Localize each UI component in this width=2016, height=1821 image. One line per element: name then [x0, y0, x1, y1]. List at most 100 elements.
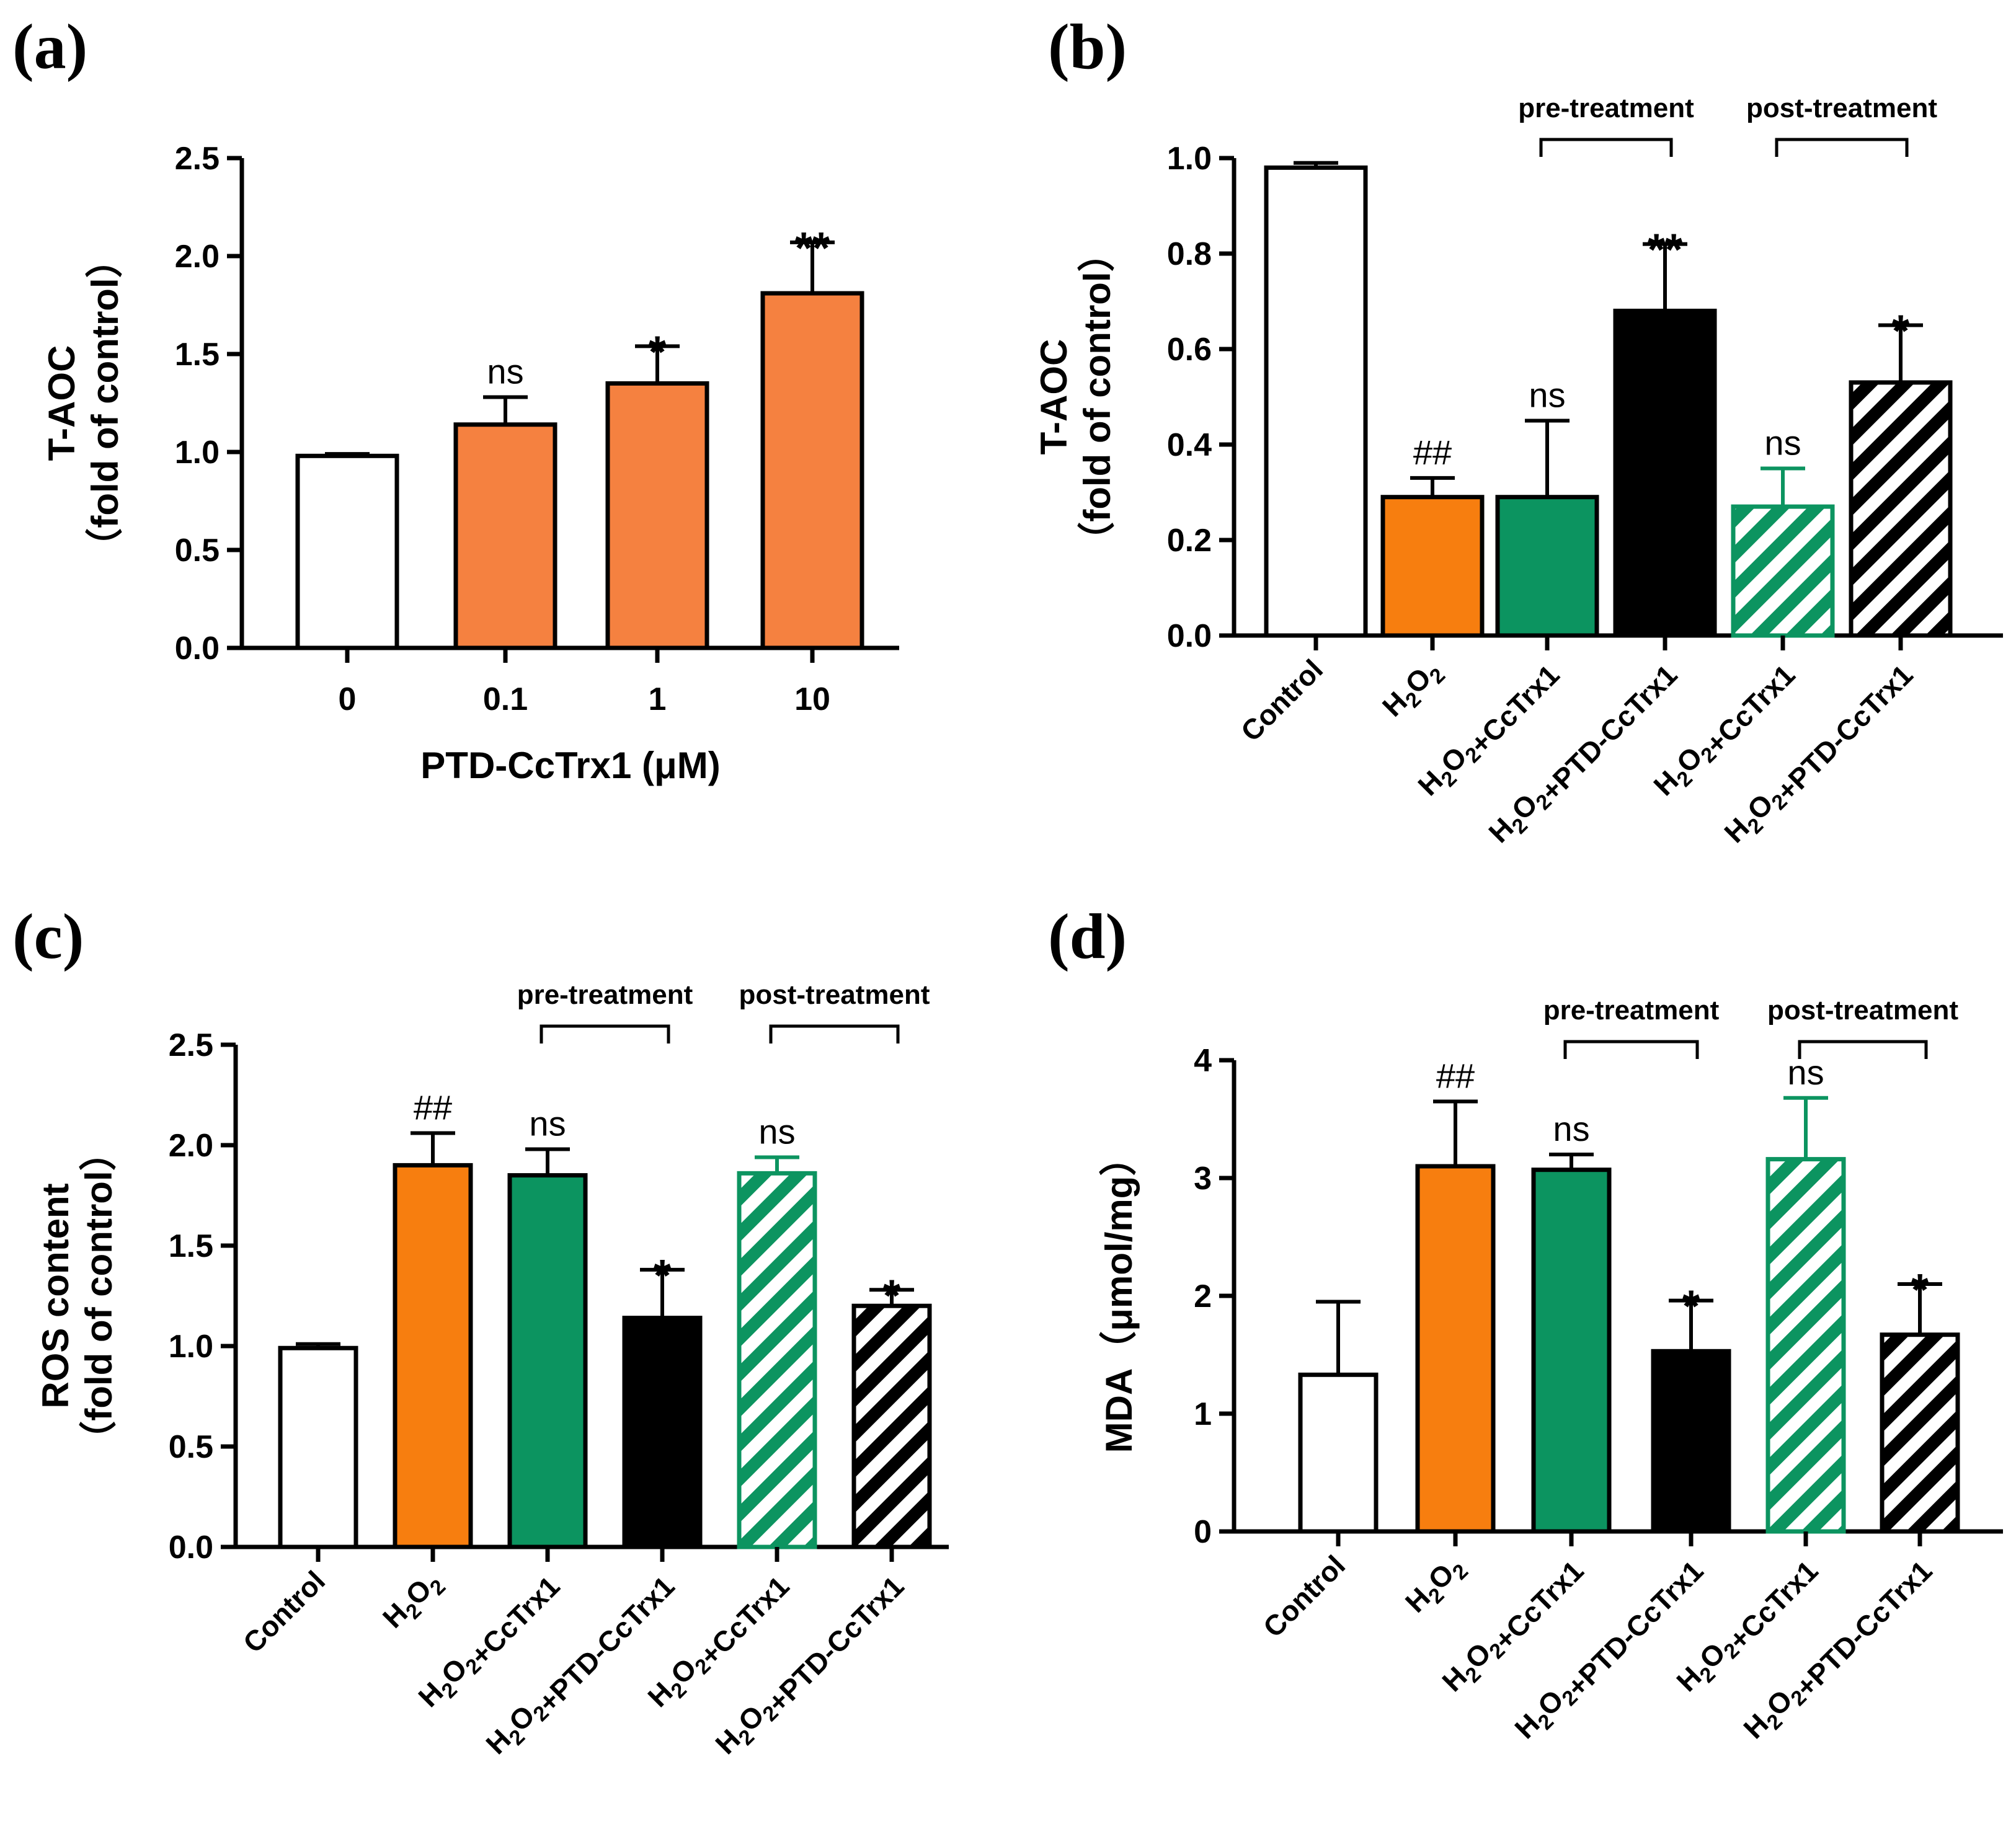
- y-tick-label: 2.5: [169, 1027, 213, 1063]
- y-tick-label: 1.0: [169, 1329, 213, 1365]
- y-tick-label: 0.0: [175, 631, 220, 667]
- y-tick-label: 4: [1194, 1043, 1212, 1079]
- y-tick-label: 0.2: [1167, 523, 1212, 559]
- y-tick-label: 3: [1194, 1161, 1212, 1197]
- y-tick-label: 1.5: [175, 337, 220, 373]
- panel-label: (a): [12, 11, 87, 82]
- y-axis-subtitle: （fold of control）: [78, 1133, 120, 1458]
- x-tick-label: 10: [794, 681, 830, 717]
- x-tick-label: H2O2+PTD-CcTrx1: [1482, 653, 1683, 854]
- significance-label: ns: [1787, 1053, 1824, 1092]
- group-label: post-treatment: [739, 980, 930, 1010]
- significance-label: *: [883, 1271, 900, 1321]
- bar: [622, 1316, 703, 1549]
- panel-d-chart: (d) MDA（μmol/mg） 0 1 2 3 4 Control ## H2O2 ns H2O2+…: [1048, 901, 2003, 1750]
- y-tick-label: 0.6: [1167, 332, 1212, 368]
- x-tick-label: Control: [1257, 1549, 1351, 1643]
- significance-label: ns: [529, 1104, 566, 1143]
- group-bracket: [769, 1024, 900, 1043]
- group-label: post-treatment: [1746, 93, 1937, 123]
- panel-label: (d): [1048, 901, 1127, 972]
- panel-b-chart: (b) T-AOC （fold of control） 0.0 0.2 0.4 0.6 0.8…: [1033, 11, 2003, 854]
- group-label: pre-treatment: [1543, 995, 1720, 1026]
- x-tick-label: Control: [1235, 653, 1329, 747]
- y-axis-title: T-AOC: [41, 345, 82, 461]
- x-tick-label: 0: [339, 681, 357, 717]
- significance-label: ##: [1436, 1057, 1475, 1096]
- group-bracket: [1539, 138, 1673, 157]
- group-bracket: [1775, 138, 1909, 157]
- bar: [507, 1173, 588, 1549]
- bar: [1264, 165, 1368, 638]
- x-tick-label: H2O2+PTD-CcTrx1: [1737, 1549, 1938, 1750]
- panel-label: (b): [1048, 11, 1127, 82]
- y-tick-label: 0.5: [169, 1429, 213, 1465]
- x-tick-label: H2O2: [1376, 653, 1450, 727]
- y-axis-subtitle: （fold of control）: [1077, 234, 1118, 559]
- y-tick-label: 1: [1194, 1396, 1212, 1432]
- significance-label: ##: [1413, 433, 1452, 472]
- significance-label: *: [1892, 307, 1909, 357]
- bar: [453, 422, 557, 650]
- bar: [278, 1345, 358, 1549]
- y-axis-subtitle: （fold of control）: [84, 241, 126, 565]
- bar: [1765, 1157, 1846, 1534]
- y-axis-title: T-AOC: [1033, 339, 1075, 455]
- significance-label: **: [795, 224, 830, 273]
- x-tick-label: 0.1: [483, 681, 528, 717]
- significance-label: *: [1682, 1282, 1700, 1332]
- panel-a-chart: (a) T-AOC （fold of control） 0.0 0.5 1.0 1.5 2.0…: [12, 11, 899, 786]
- x-tick-label: H2O2+PTD-CcTrx1: [479, 1564, 680, 1765]
- x-tick-label: H2O2: [1399, 1549, 1473, 1623]
- bar: [760, 291, 864, 650]
- significance-label: ns: [758, 1112, 795, 1151]
- bar: [1531, 1167, 1612, 1534]
- bar: [295, 453, 399, 650]
- group-label: pre-treatment: [1518, 93, 1694, 123]
- x-tick-label: H2O2+PTD-CcTrx1: [1508, 1549, 1709, 1750]
- y-tick-label: 1.0: [175, 435, 220, 471]
- y-tick-label: 0.0: [1167, 618, 1212, 654]
- y-tick-label: 0.8: [1167, 236, 1212, 272]
- group-bracket: [540, 1024, 670, 1043]
- bar: [1613, 308, 1717, 638]
- group-bracket: [1798, 1040, 1928, 1059]
- group-label: post-treatment: [1767, 995, 1958, 1026]
- bar: [1495, 495, 1599, 638]
- y-tick-label: 0.4: [1167, 427, 1212, 463]
- significance-label: ##: [414, 1088, 452, 1127]
- significance-label: ns: [487, 352, 523, 391]
- bar: [605, 381, 709, 650]
- significance-label: **: [1648, 226, 1682, 275]
- y-tick-label: 1.5: [169, 1228, 213, 1264]
- group-label: pre-treatment: [517, 980, 693, 1010]
- y-tick-label: 1.0: [1167, 141, 1212, 177]
- bar: [1731, 504, 1835, 638]
- significance-label: *: [654, 1251, 671, 1301]
- bar: [851, 1303, 932, 1549]
- bar: [737, 1171, 817, 1549]
- bar: [1849, 380, 1953, 638]
- group-bracket: [1563, 1040, 1699, 1059]
- y-tick-label: 2.0: [175, 239, 220, 275]
- y-tick-label: 0.0: [169, 1530, 213, 1566]
- y-tick-label: 2.0: [169, 1128, 213, 1164]
- panel-label: (c): [12, 901, 84, 972]
- y-tick-label: 2.5: [175, 141, 220, 177]
- x-tick-label: Control: [237, 1564, 331, 1659]
- significance-label: *: [649, 327, 666, 377]
- x-tick-label: 1: [649, 681, 667, 717]
- significance-label: *: [1911, 1265, 1929, 1315]
- y-axis-title: MDA（μmol/mg）: [1098, 1139, 1140, 1453]
- bar: [1651, 1349, 1731, 1534]
- panel-c-chart: (c) ROS content （fold of control） 0.0 0.5 1.0…: [12, 901, 949, 1765]
- bar: [1415, 1164, 1496, 1534]
- bar: [1880, 1332, 1960, 1534]
- x-tick-label: H2O2+PTD-CcTrx1: [709, 1564, 910, 1765]
- x-tick-label: H2O2+PTD-CcTrx1: [1718, 653, 1919, 854]
- y-tick-label: 0: [1194, 1514, 1212, 1550]
- bar: [1298, 1372, 1379, 1534]
- significance-label: ns: [1553, 1109, 1589, 1148]
- bar: [393, 1163, 473, 1549]
